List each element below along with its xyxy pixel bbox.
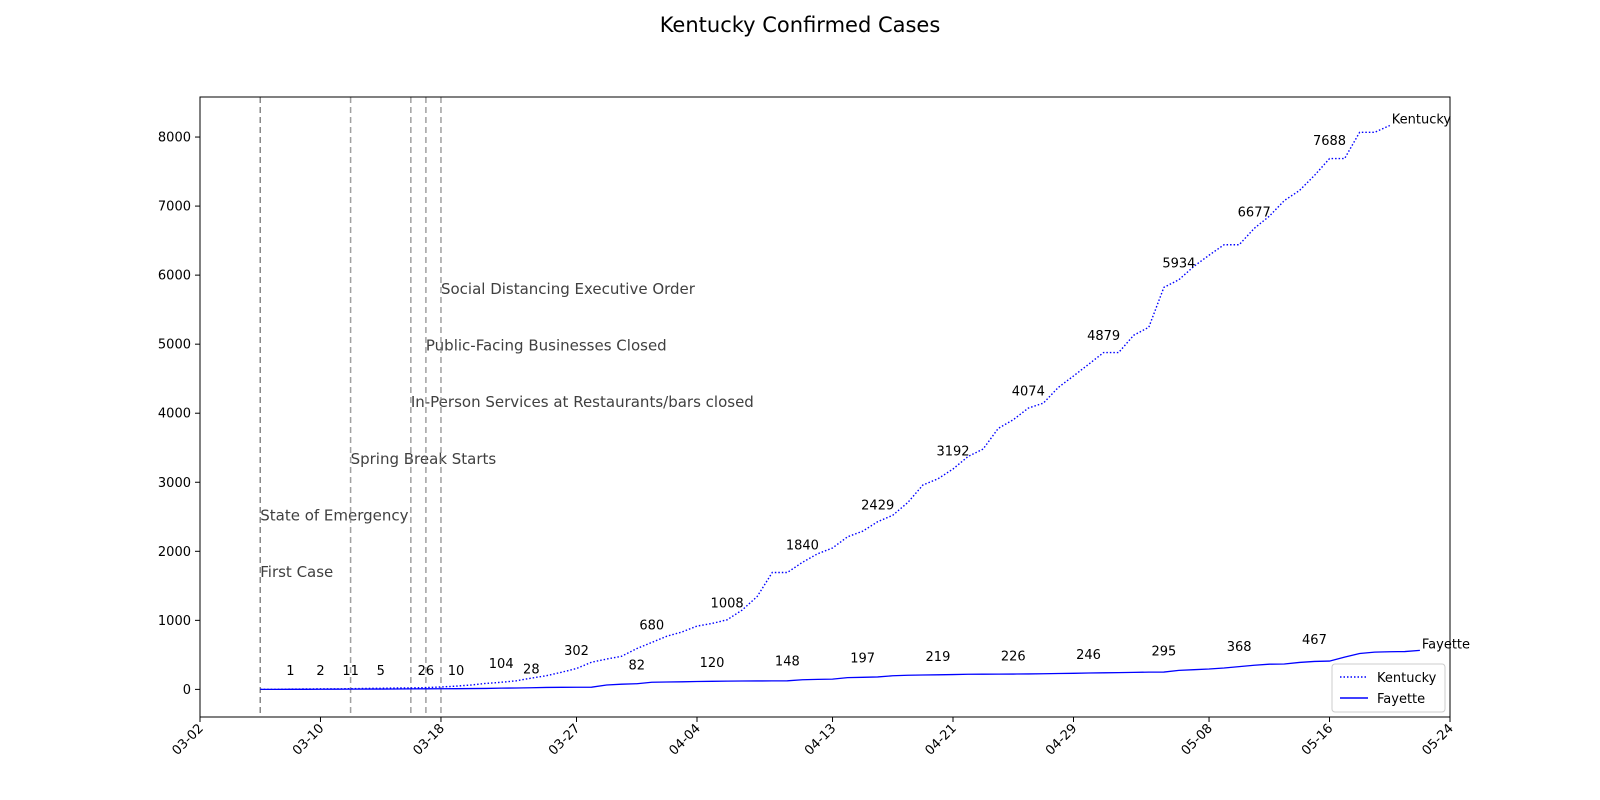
x-tick-label: 04-21 [923,721,960,758]
event-label: Spring Break Starts [351,450,497,468]
data-label: 28 [523,663,540,678]
legend-label: Kentucky [1377,671,1437,686]
event-label: Public-Facing Businesses Closed [426,337,667,355]
event-label: State of Emergency [260,506,408,524]
data-label: 368 [1227,640,1252,655]
legend-box [1331,663,1446,713]
y-tick-label: 0 [183,683,191,698]
data-label: 3192 [936,444,969,459]
x-tick-label: 05-24 [1420,721,1457,758]
y-tick-label: 8000 [158,131,191,146]
data-label: 148 [775,654,800,669]
data-label: 4074 [1012,384,1045,399]
data-label: 226 [1001,650,1026,665]
legend-label: Fayette [1377,692,1425,707]
data-label: 302 [564,644,589,659]
chart-title: Kentucky Confirmed Cases [660,13,941,37]
data-label: 82 [628,659,645,674]
data-label: 2429 [861,498,894,513]
data-label: 1008 [711,596,744,611]
series-line-fayette [260,649,1420,691]
data-label: 680 [639,618,664,633]
data-label: 6677 [1238,206,1271,221]
series-end-label: Fayette [1422,637,1470,652]
data-label: 2 [316,664,324,679]
y-tick-label: 5000 [158,338,191,353]
x-tick-label: 05-16 [1299,721,1336,758]
plot-frame [199,96,1451,718]
data-label: 4879 [1087,329,1120,344]
data-label: 7688 [1313,134,1346,149]
data-label: 1 [286,664,294,679]
data-label: 26 [418,664,435,679]
x-tick-label: 04-13 [802,721,839,758]
data-label: 10 [448,664,465,679]
data-label: 11 [342,664,359,679]
data-label: 246 [1076,648,1101,663]
y-tick-label: 7000 [158,200,191,215]
x-tick-label: 03-10 [290,721,327,758]
event-label: In-Person Services at Restaurants/bars c… [411,393,754,411]
series-line-kentucky [260,124,1391,691]
x-tick-label: 05-08 [1179,721,1216,758]
data-label: 1840 [786,538,819,553]
x-tick-label: 03-02 [170,721,207,758]
event-label: Social Distancing Executive Order [441,280,696,298]
y-tick-label: 3000 [158,476,191,491]
y-tick-label: 6000 [158,269,191,284]
x-tick-label: 04-04 [666,721,703,758]
x-tick-label: 03-27 [546,721,583,758]
series-end-label: Kentucky [1392,113,1452,128]
event-label: First Case [260,563,333,581]
data-label: 467 [1302,633,1327,648]
y-tick-label: 2000 [158,545,191,560]
data-label: 104 [489,657,514,672]
data-label: 219 [926,650,951,665]
x-tick-label: 04-29 [1043,721,1080,758]
y-tick-label: 4000 [158,407,191,422]
x-tick-label: 03-18 [410,721,447,758]
data-label: 197 [850,652,875,667]
data-label: 295 [1151,645,1176,660]
y-tick-label: 1000 [158,614,191,629]
data-label: 120 [700,656,725,671]
data-label: 5934 [1162,257,1195,272]
data-label: 5 [377,664,385,679]
